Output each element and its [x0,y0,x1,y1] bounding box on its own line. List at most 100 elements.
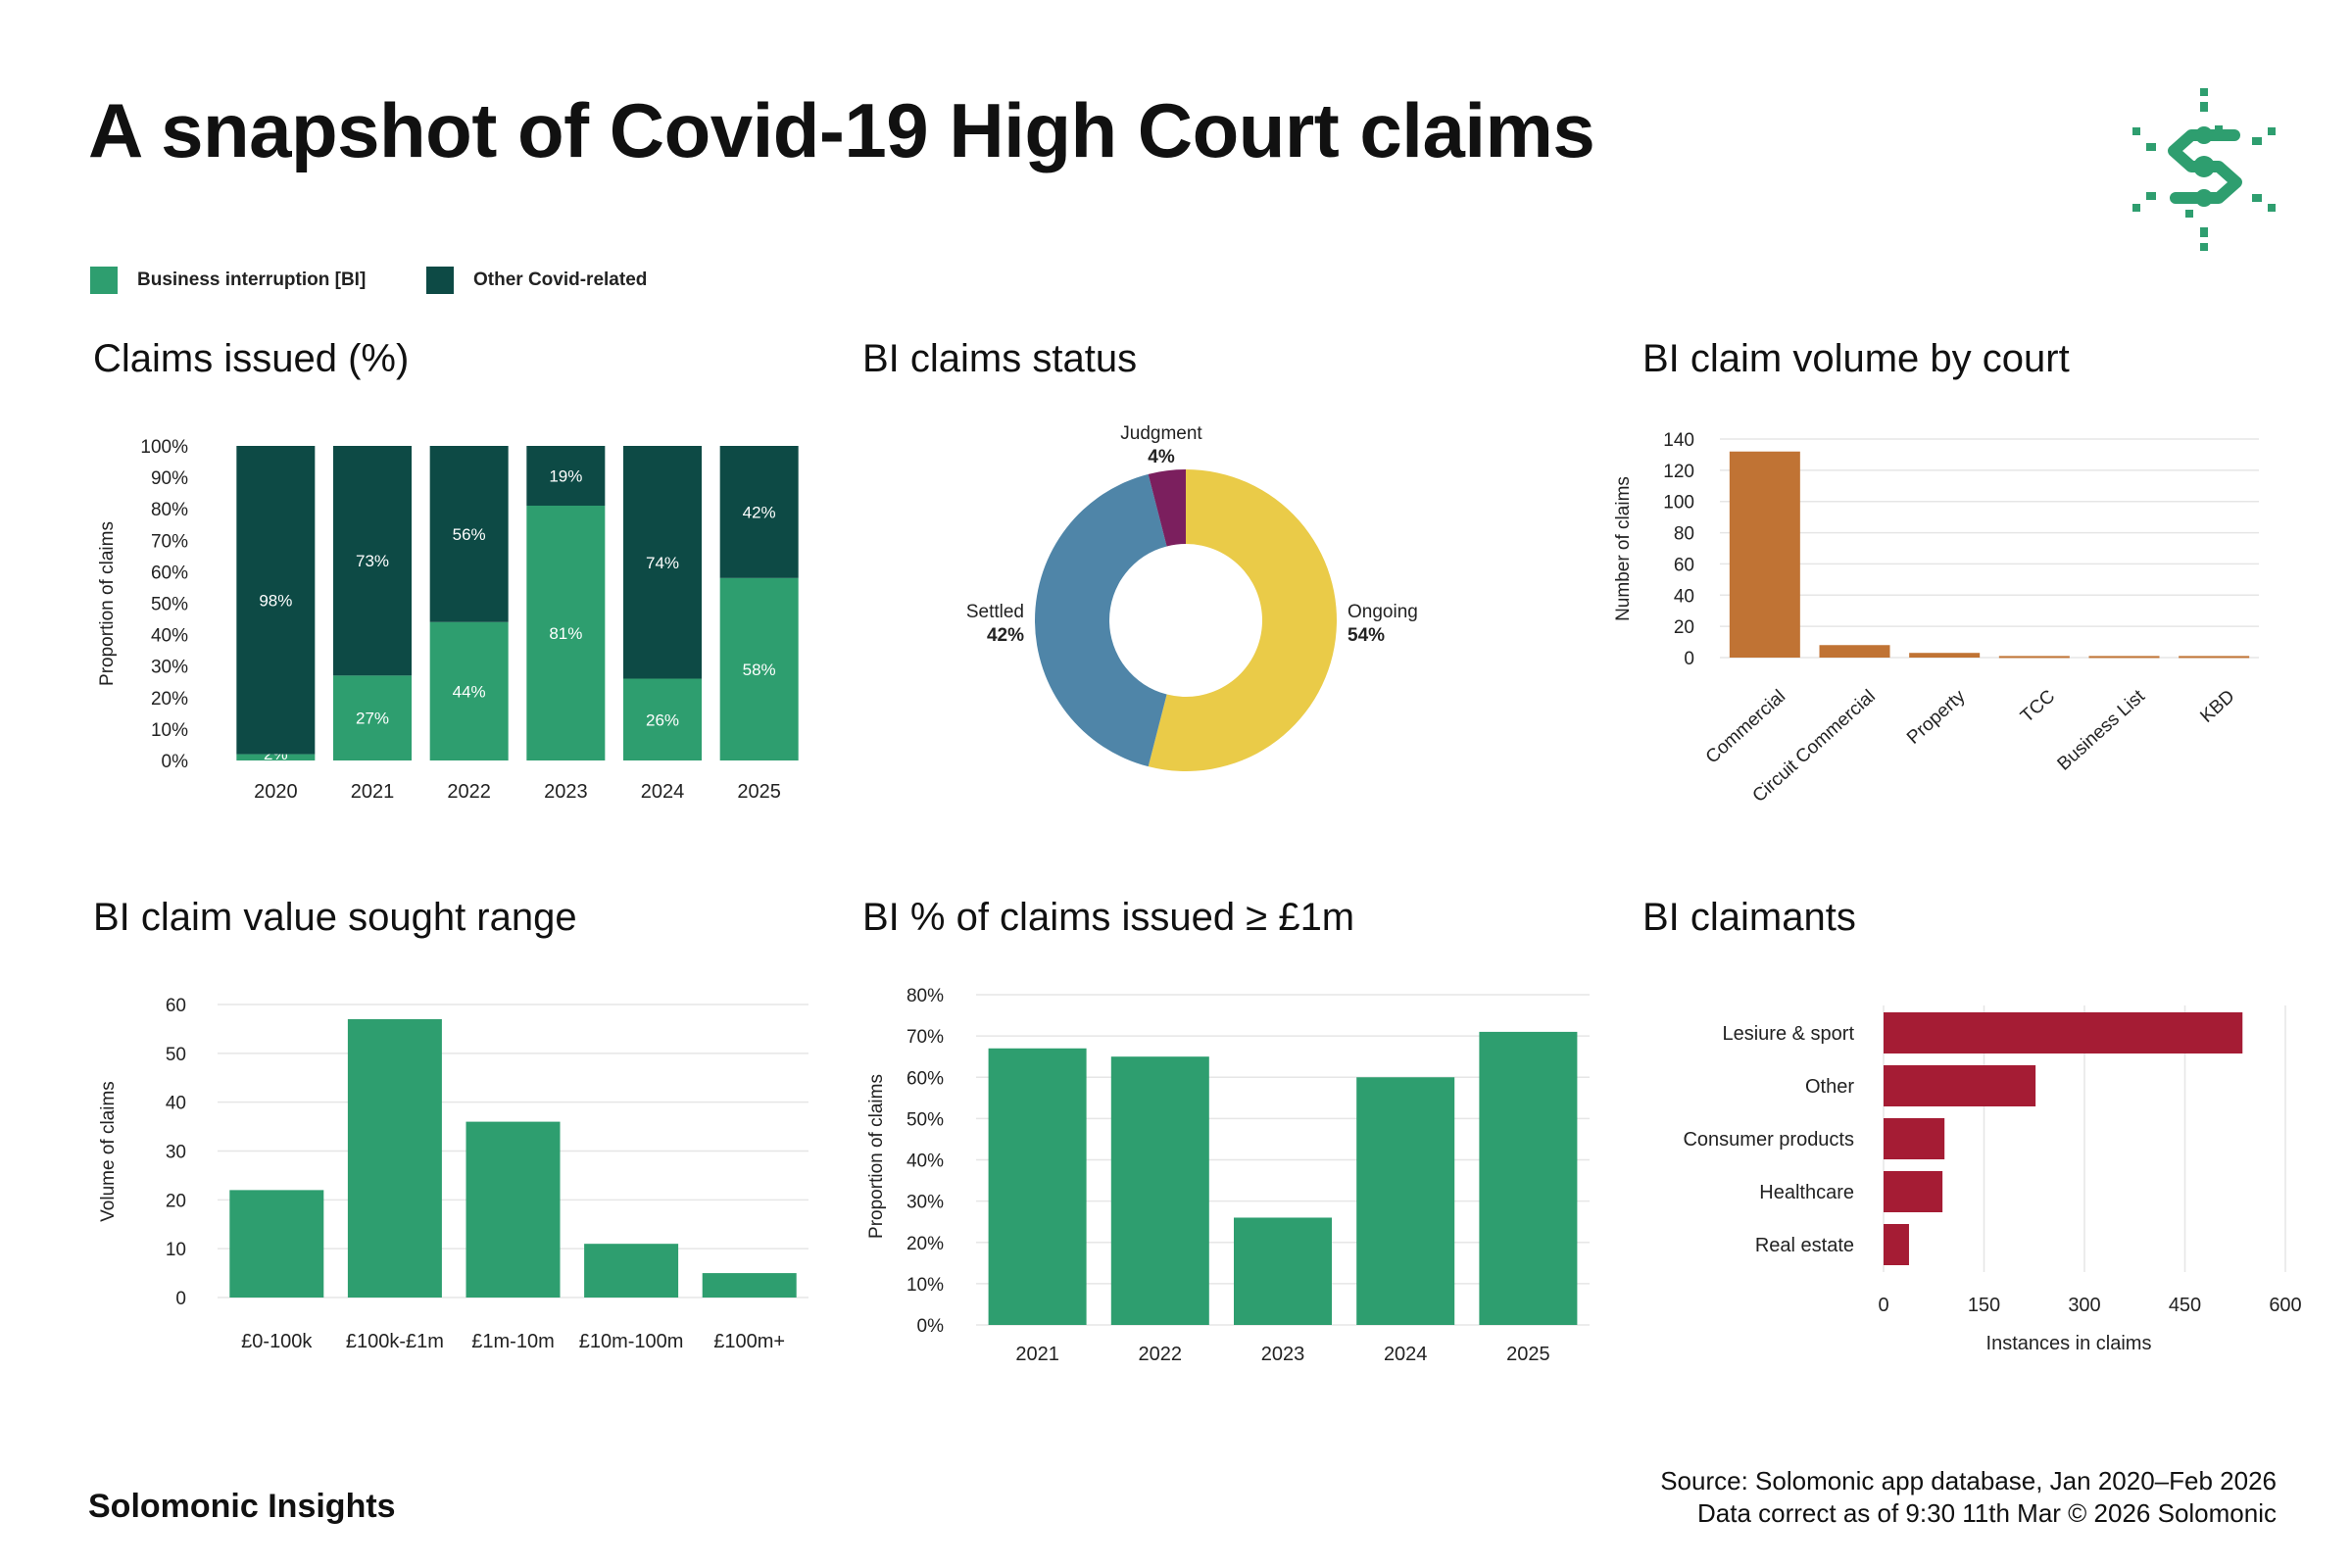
over-1m-x-tick-label: 2021 [1015,1344,1059,1365]
claims-issued-data-label: 42% [743,503,776,521]
claims-issued-tick-label: 40% [151,626,188,647]
over-1m-bar [988,1048,1087,1325]
claims-issued-tick-label: 80% [151,500,188,520]
court-volume-tick-label: 0 [1684,649,1694,669]
court-volume-bar [2088,656,2160,659]
over-1m-tick-label: 0% [917,1316,945,1337]
court-volume-x-tick-label: TCC [2017,686,2059,727]
claims-issued-tick-label: 90% [151,468,188,489]
panel-title-value-range: BI claim value sought range [93,896,577,939]
bi-status-slice-ongoing [1148,469,1337,771]
over-1m-x-tick-label: 2025 [1506,1344,1550,1365]
court-volume-y-axis-label: Number of claims [1613,476,1634,621]
claims-issued-data-label: 56% [453,525,486,544]
value-range-x-tick-label: £100k-£1m [346,1331,444,1352]
bi-status-slice-pct: 42% [987,625,1024,646]
legend-label-bi: Business interruption [BI] [137,270,367,290]
bi-status-slice-label: Settled [966,602,1024,622]
value-range-x-tick-label: £1m-10m [471,1331,554,1352]
court-volume-tick-label: 40 [1674,586,1694,607]
value-range-bar [347,1018,442,1298]
claimants-y-tick-label: Healthcare [1759,1182,1854,1203]
value-range-bar [229,1190,324,1298]
value-range-tick-label: 0 [175,1289,186,1309]
claims-issued-tick-label: 30% [151,658,188,678]
claims-issued-bar [623,678,702,760]
panel-title-over-1m: BI % of claims issued ≥ £1m [862,896,1355,939]
claims-issued-bar [333,446,412,676]
value-range-bar [584,1244,679,1298]
court-volume-bar [1729,451,1800,658]
claims-issued-bar [429,621,509,760]
claims-issued-bar [236,446,316,755]
court-volume-x-tick-label: Business List [2054,686,2150,775]
value-range-tick-label: 50 [166,1045,186,1065]
over-1m-bar [1234,1217,1332,1325]
over-1m-tick-label: 60% [906,1068,944,1089]
claimants-x-tick-label: 150 [1968,1295,2000,1316]
court-volume-x-tick-label: Property [1903,686,1970,749]
claimants-x-tick-label: 300 [2068,1295,2100,1316]
claims-issued-x-tick-label: 2024 [641,781,685,803]
value-range-bar [466,1121,561,1298]
over-1m-bar [1479,1031,1578,1325]
claimants-y-tick-label: Real estate [1755,1235,1854,1256]
court-volume-x-tick-label: KBD [2196,686,2238,727]
claims-issued-y-axis-label: Proportion of claims [97,521,118,686]
claimants-bar [1884,1171,1943,1212]
claims-issued-tick-label: 50% [151,595,188,615]
over-1m-tick-label: 40% [906,1152,944,1172]
over-1m-bar [1356,1077,1455,1325]
claims-issued-data-label: 27% [356,710,389,728]
claimants-bar [1884,1012,2243,1054]
claimants-x-tick-label: 0 [1878,1295,1888,1316]
court-volume-bar [2179,656,2250,659]
court-volume-tick-label: 140 [1663,430,1694,451]
legend-swatch-other [426,267,454,294]
court-volume-tick-label: 120 [1663,462,1694,482]
over-1m-bar [1110,1056,1209,1325]
court-volume-bar [1819,645,1890,658]
court-volume-tick-label: 20 [1674,617,1694,638]
over-1m-x-tick-label: 2024 [1384,1344,1428,1365]
claims-issued-bar [526,505,606,760]
claims-issued-data-label: 58% [743,661,776,679]
claims-issued-bar [719,577,799,760]
claimants-y-tick-label: Other [1805,1076,1854,1098]
court-volume-tick-label: 80 [1674,524,1694,545]
over-1m-tick-label: 20% [906,1234,944,1254]
over-1m-x-tick-label: 2023 [1261,1344,1305,1365]
claimants-bar [1884,1224,1909,1265]
claims-issued-data-label: 81% [549,624,582,643]
panel-title-claimants: BI claimants [1642,896,1856,939]
claims-issued-tick-label: 10% [151,720,188,741]
court-volume-tick-label: 100 [1663,493,1694,514]
bi-status-slice-label: Judgment [1120,423,1202,444]
claims-issued-bar [526,446,606,506]
value-range-x-tick-label: £100m+ [713,1331,785,1352]
bi-status-slice-pct: 54% [1348,625,1385,646]
footer-source: Source: Solomonic app database, Jan 2020… [1660,1466,2277,1495]
claims-issued-data-label: 74% [646,554,679,572]
court-volume-tick-label: 60 [1674,555,1694,575]
claims-issued-x-tick-label: 2023 [544,781,588,803]
legend-swatch-bi [90,267,118,294]
bi-status-slice-settled [1035,473,1167,767]
over-1m-tick-label: 30% [906,1193,944,1213]
claims-issued-bar [719,446,799,578]
solomonic-logo-icon [2132,88,2276,251]
value-range-tick-label: 40 [166,1094,186,1114]
claims-issued-data-label: 98% [259,591,292,610]
over-1m-y-axis-label: Proportion of claims [866,1074,887,1239]
value-range-tick-label: 30 [166,1143,186,1163]
over-1m-tick-label: 50% [906,1109,944,1130]
claims-issued-tick-label: 20% [151,689,188,710]
value-range-bar [702,1273,797,1298]
claims-issued-x-tick-label: 2025 [737,781,781,803]
page-title: A snapshot of Covid-19 High Court claims [88,87,1595,173]
panel-title-court-volume: BI claim volume by court [1642,337,2070,380]
claimants-bar [1884,1118,1945,1159]
value-range-x-tick-label: £0-100k [241,1331,313,1352]
legend-item-bi: Business interruption [BI] [90,267,366,294]
